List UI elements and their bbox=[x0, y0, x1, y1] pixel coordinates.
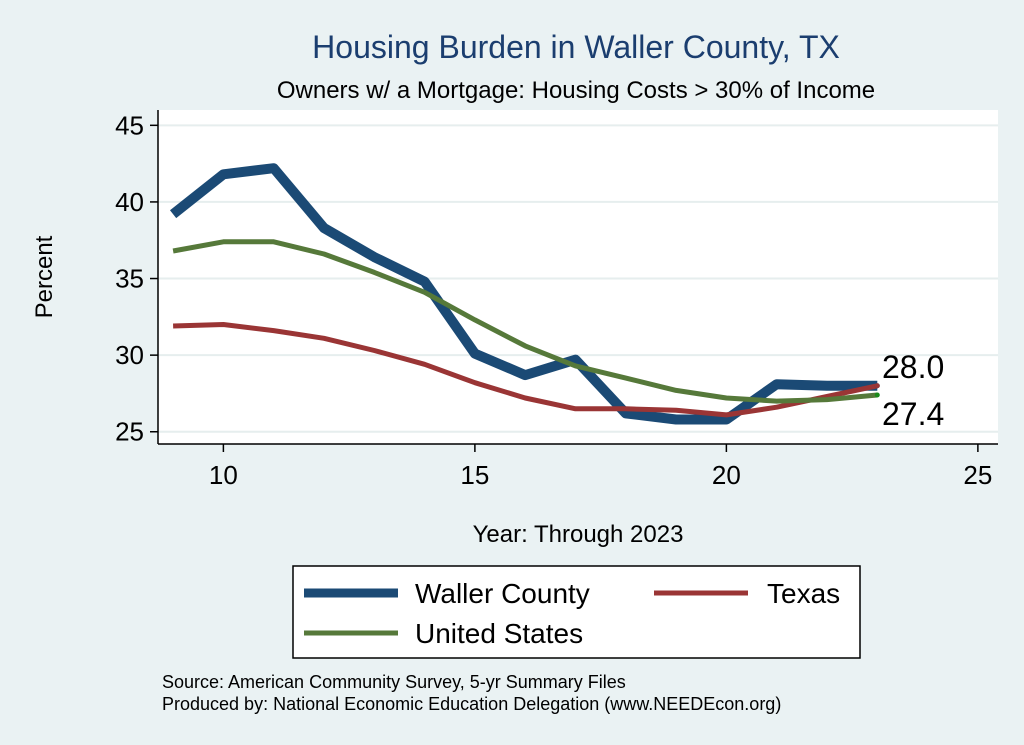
chart-title: Housing Burden in Waller County, TX bbox=[312, 29, 840, 65]
end-label-united-states: 27.4 bbox=[882, 396, 944, 432]
x-tick-label-15: 15 bbox=[460, 460, 489, 490]
line-texas-end-point bbox=[874, 383, 880, 389]
y-axis-label: Percent bbox=[31, 235, 58, 318]
x-axis-label: Year: Through 2023 bbox=[473, 521, 684, 548]
legend: Waller County Texas United States bbox=[292, 565, 861, 659]
y-tick-label-40: 40 bbox=[115, 187, 144, 217]
end-labels: 28.0 27.4 bbox=[882, 349, 944, 432]
y-tick-label-30: 30 bbox=[115, 340, 144, 370]
x-ticks: 10 15 20 25 bbox=[209, 444, 992, 490]
x-tick-label-20: 20 bbox=[712, 460, 741, 490]
x-tick-label-10: 10 bbox=[209, 460, 238, 490]
source-note: Source: American Community Survey, 5-yr … bbox=[162, 672, 626, 692]
y-tick-label-35: 35 bbox=[115, 264, 144, 294]
series-lines bbox=[169, 163, 880, 425]
chart-subtitle: Owners w/ a Mortgage: Housing Costs > 30… bbox=[277, 77, 875, 104]
axes bbox=[157, 110, 998, 445]
line-texas bbox=[173, 322, 878, 418]
line-waller-county bbox=[169, 163, 878, 425]
line-united-states-end-point bbox=[874, 392, 880, 398]
y-tick-label-25: 25 bbox=[115, 417, 144, 447]
produced-by-note: Produced by: National Economic Education… bbox=[162, 694, 781, 714]
x-tick-label-25: 25 bbox=[963, 460, 992, 490]
y-ticks: 25 30 35 40 45 bbox=[115, 110, 158, 447]
y-tick-label-45: 45 bbox=[115, 110, 144, 140]
legend-label-united-states: United States bbox=[415, 618, 583, 649]
legend-label-texas: Texas bbox=[767, 578, 840, 609]
legend-label-waller-county: Waller County bbox=[415, 578, 590, 609]
legend-box bbox=[292, 565, 861, 659]
line-united-states bbox=[172, 239, 878, 404]
end-label-waller-texas: 28.0 bbox=[882, 349, 944, 385]
